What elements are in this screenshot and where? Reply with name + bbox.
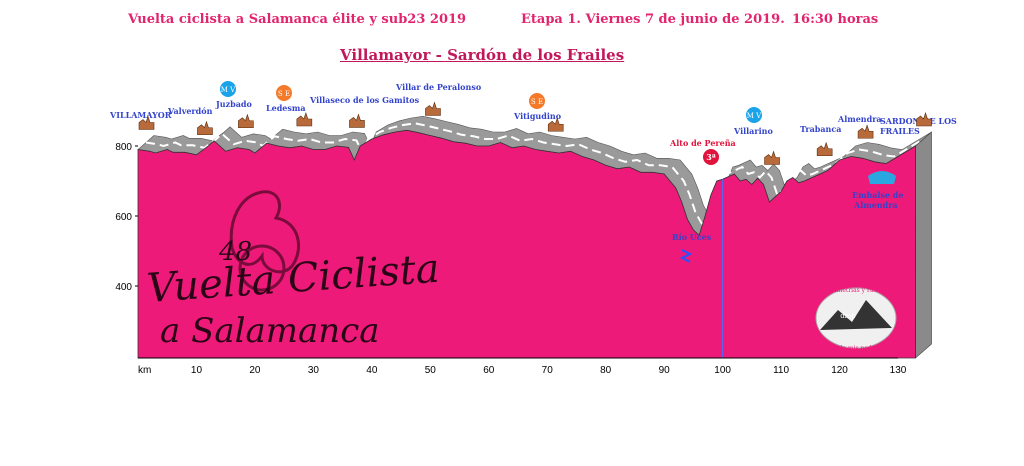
x-axis-unit: km (138, 365, 151, 376)
start-time: 16:30 horas (792, 12, 879, 27)
place-label-line: Almendra (853, 200, 898, 210)
river-icon (679, 249, 693, 263)
y-tick-label: 400 (115, 282, 132, 293)
sprint-badge-mv (746, 107, 762, 123)
town-icon (238, 113, 254, 129)
place-label: Embalse de Almendra (852, 190, 903, 210)
watermark-text-top: alimetrias y rutas (829, 287, 883, 294)
logo-line2: a Salamanca (160, 311, 380, 351)
place-label-line: FRAILES (880, 126, 920, 136)
x-tick-label: 120 (831, 365, 848, 376)
place-label: Juzbado (215, 99, 253, 109)
place-label: Villar de Peralonso (395, 82, 482, 92)
sprint-badge-label: M V (747, 112, 762, 120)
place-label: Villarino (733, 126, 773, 136)
place-label: Río Uces (672, 232, 712, 242)
place-label: Villaseco de los Gamitos (309, 95, 420, 105)
place-label: Almendra (837, 114, 882, 124)
place-label: VILLAMAYOR (109, 110, 172, 120)
x-tick-label: 30 (308, 365, 320, 376)
route-title: Villamayor - Sardón de los Frailes (340, 46, 625, 64)
stage-info: Etapa 1. Viernes 7 de junio de 2019. (521, 12, 785, 27)
place-label: Trabanca (800, 124, 841, 134)
sprint-badge-label: M V (221, 86, 236, 94)
reservoir-icon (868, 171, 896, 184)
logo-wheel (238, 244, 286, 292)
sprint-badge-mv (220, 81, 236, 97)
logo-number: 48 (218, 237, 252, 267)
x-tick-label: 10 (191, 365, 203, 376)
x-tick-label: 80 (600, 365, 612, 376)
x-tick-label: 20 (249, 365, 261, 376)
x-tick-label: 50 (425, 365, 437, 376)
town-icon (425, 101, 441, 116)
logo-rider-outline (229, 190, 301, 274)
place-label: Vitigudino (513, 111, 562, 121)
watermark-mountain-icon (820, 300, 892, 330)
town-icon (138, 115, 155, 130)
y-tick-label: 600 (115, 212, 132, 223)
town-icon (916, 112, 932, 127)
x-tick-label: 130 (890, 365, 907, 376)
place-label: Valverdón (167, 106, 213, 116)
sprint-badge-se (276, 85, 292, 101)
place-label-line: Embalse de (852, 190, 903, 200)
x-tick-label: 90 (659, 365, 671, 376)
watermark-text-bottom: desde mis pedales (828, 345, 884, 352)
town-icon (349, 113, 365, 128)
x-tick-label: 110 (773, 365, 789, 376)
climb-category-badge (703, 149, 719, 165)
town-icon (816, 141, 833, 157)
x-tick-label: 100 (714, 365, 731, 376)
profile-side-face (915, 131, 932, 359)
road-centre-line (145, 122, 925, 231)
x-tick-label: 60 (483, 365, 495, 376)
climb-category-label: 3ª (706, 152, 716, 162)
y-tick-label: 800 (115, 142, 132, 153)
watermark-dmp: dmp (840, 312, 856, 320)
sprint-badge-label: S E (531, 98, 543, 106)
place-label: Ledesma (266, 103, 306, 113)
town-icon (547, 117, 564, 132)
x-tick-label: 40 (366, 365, 378, 376)
town-icon (197, 120, 213, 136)
elevation-area (137, 129, 916, 359)
race-title: Vuelta ciclista a Salamanca élite y sub2… (128, 12, 467, 27)
town-icon (764, 150, 780, 165)
sprint-badge-se (529, 93, 545, 109)
sprint-badge-label: S E (278, 90, 290, 98)
place-label: Alto de Pereña (669, 138, 736, 148)
town-icon (857, 124, 874, 139)
x-tick-label: 70 (542, 365, 554, 376)
town-icon (296, 112, 313, 127)
